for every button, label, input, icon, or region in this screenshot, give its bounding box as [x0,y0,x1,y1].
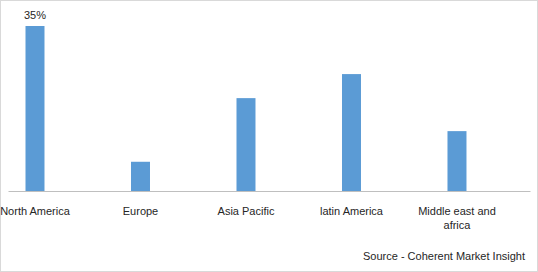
x-tick-label-line: africa [444,219,472,231]
x-tick-label-line: Asia Pacific [218,205,275,217]
bar [131,162,150,191]
x-tick-label-line: Europe [123,205,158,217]
x-tick-label: Middle east and africa [418,205,496,231]
chart-border [1,1,538,272]
x-tick: Europe [123,191,158,217]
x-tick: North America [0,191,71,217]
x-tick-label-line: North America [0,205,71,217]
x-tick: latin America [320,191,384,217]
x-tick: Asia Pacific [218,191,275,217]
x-tick-label: Europe [123,205,158,217]
x-axis-line [9,191,531,192]
chart: North America Europe Asia Pacific latin Ame… [0,0,538,272]
x-tick-label-line: latin America [320,205,384,217]
source-note: Source - Coherent Market Insight [363,250,525,262]
bar [447,131,466,191]
x-tick-label: North America [0,205,71,217]
data-label: 35% [24,9,46,21]
x-tick-label: latin America [320,205,384,217]
bars [26,26,467,191]
bar [342,74,361,191]
x-tick: Middle east and africa [418,191,496,231]
x-axis: North America Europe Asia Pacific latin Ame… [0,191,530,231]
x-tick-label-line: Middle east and [418,205,496,217]
x-tick-label: Asia Pacific [218,205,275,217]
bar [26,26,45,191]
bar [236,98,255,191]
